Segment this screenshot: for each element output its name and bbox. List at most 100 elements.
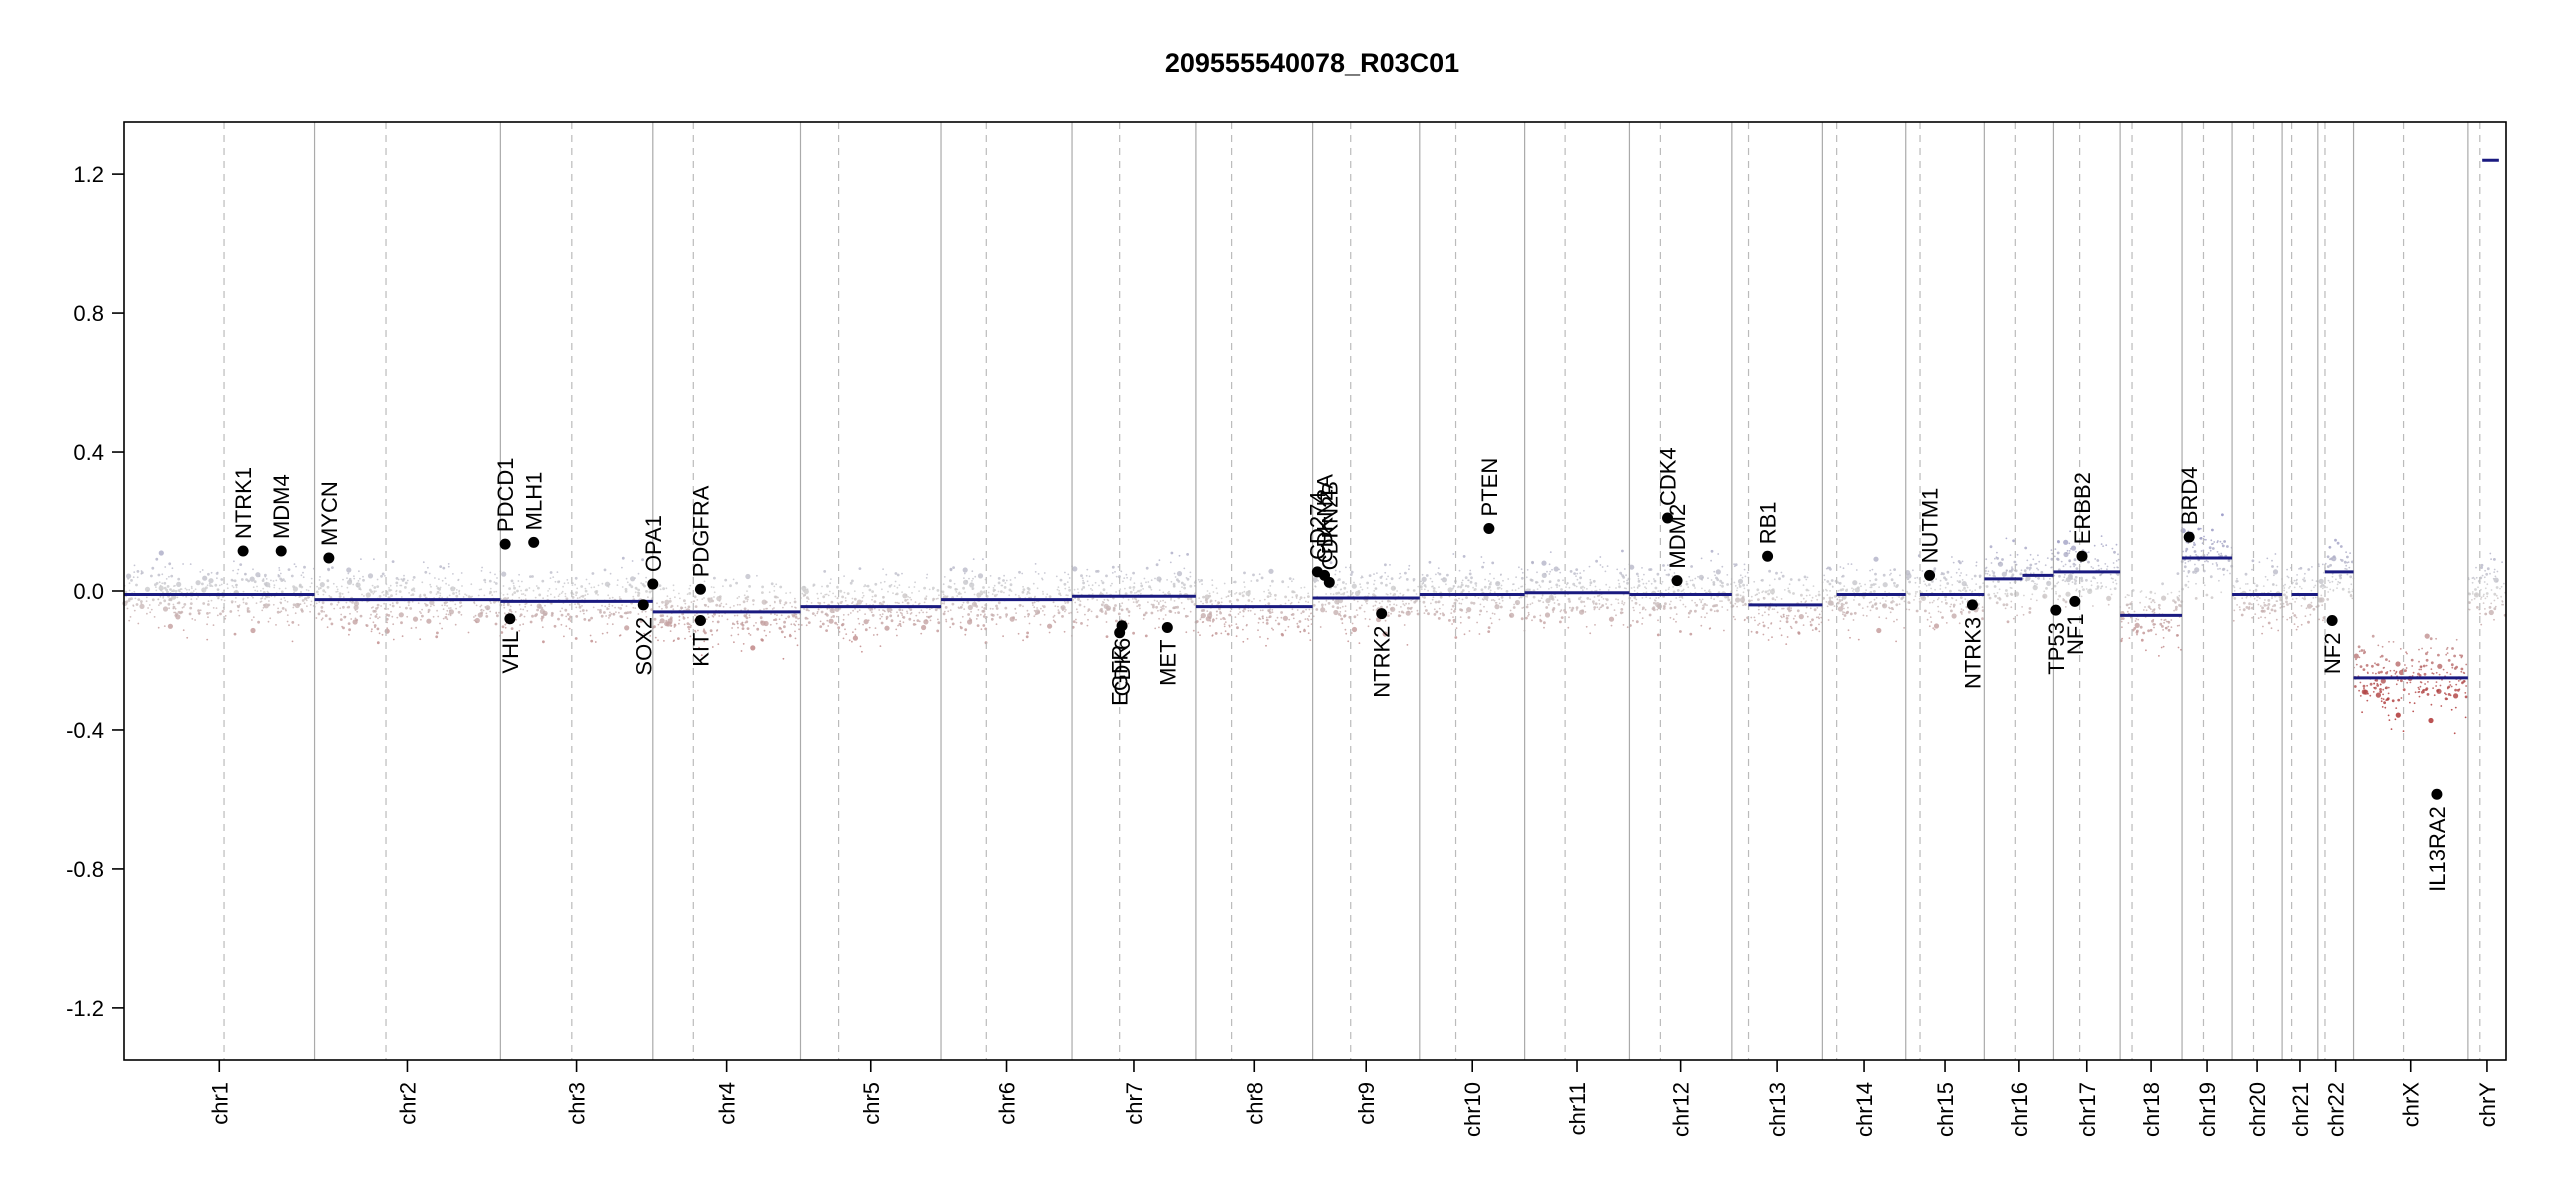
- probe-point: [166, 585, 170, 588]
- probe-point: [680, 607, 683, 610]
- probe-point: [2177, 634, 2179, 637]
- probe-point: [2128, 594, 2130, 597]
- probe-point: [1102, 601, 1105, 604]
- probe-point: [184, 587, 187, 590]
- probe-point: [417, 602, 420, 604]
- probe-point: [1408, 568, 1410, 571]
- probe-point: [1994, 575, 1997, 578]
- probe-point: [1893, 600, 1895, 603]
- probe-point: [1657, 596, 1660, 599]
- probe-point: [340, 585, 343, 588]
- probe-point: [580, 585, 584, 588]
- probe-point: [951, 602, 955, 606]
- probe-point: [376, 641, 380, 645]
- probe-point: [1644, 608, 1647, 611]
- probe-point: [1081, 577, 1084, 579]
- probe-point: [326, 579, 330, 583]
- probe-point: [2247, 607, 2251, 610]
- probe-point: [1215, 617, 1218, 620]
- probe-point: [574, 576, 578, 580]
- probe-point: [2020, 569, 2023, 572]
- probe-point: [1305, 600, 1307, 603]
- probe-point: [682, 616, 685, 618]
- probe-point: [1633, 590, 1636, 592]
- probe-point: [1413, 589, 1415, 592]
- probe-point: [1850, 563, 1853, 565]
- probe-point: [1950, 576, 1953, 578]
- probe-point: [2071, 581, 2074, 583]
- probe-point: [2031, 579, 2034, 582]
- probe-point: [427, 611, 430, 613]
- probe-point: [125, 600, 129, 604]
- probe-point: [513, 591, 517, 594]
- probe-point: [906, 601, 910, 605]
- probe-point: [554, 580, 557, 583]
- probe-point: [1054, 605, 1057, 607]
- probe-point: [1090, 610, 1093, 613]
- probe-point: [521, 593, 523, 595]
- probe-point: [162, 595, 165, 598]
- probe-point: [522, 593, 525, 595]
- probe-point: [1927, 595, 1929, 598]
- probe-point: [601, 632, 604, 635]
- probe-point: [841, 624, 844, 627]
- probe-point: [1202, 602, 1204, 605]
- probe-point: [1314, 585, 1317, 588]
- probe-point: [1589, 598, 1592, 601]
- probe-point: [330, 602, 333, 606]
- probe-point: [941, 602, 944, 605]
- probe-point: [1356, 614, 1359, 616]
- probe-point: [2271, 559, 2273, 562]
- probe-point: [2073, 578, 2076, 581]
- probe-point: [770, 613, 772, 615]
- probe-point: [2115, 560, 2118, 562]
- probe-point: [2267, 621, 2271, 625]
- probe-point: [302, 571, 304, 574]
- probe-point: [1995, 601, 1999, 605]
- probe-point: [1579, 572, 1582, 574]
- probe-point: [1136, 605, 1139, 608]
- probe-point: [2032, 558, 2035, 561]
- probe-point: [1046, 593, 1049, 596]
- probe-point: [371, 584, 374, 587]
- probe-point: [569, 620, 572, 622]
- probe-point: [2023, 569, 2027, 573]
- probe-point: [367, 573, 374, 579]
- probe-point: [1147, 581, 1150, 583]
- probe-point: [2390, 728, 2393, 730]
- probe-point: [1475, 585, 1478, 587]
- probe-point: [2307, 568, 2311, 571]
- probe-point: [1636, 587, 1639, 589]
- probe-point: [1111, 565, 1115, 569]
- probe-point: [1619, 611, 1623, 615]
- probe-point: [1806, 576, 1809, 579]
- probe-point: [133, 564, 136, 567]
- probe-point: [839, 607, 842, 610]
- probe-point: [403, 574, 405, 577]
- probe-point: [174, 584, 176, 587]
- probe-point: [1431, 598, 1434, 601]
- probe-point: [1607, 589, 1610, 591]
- probe-point: [879, 645, 882, 647]
- probe-point: [1115, 575, 1118, 578]
- probe-point: [1412, 578, 1416, 581]
- probe-point: [2276, 600, 2279, 602]
- probe-point: [194, 619, 197, 621]
- probe-point: [1176, 571, 1183, 577]
- probe-point: [2299, 585, 2301, 588]
- probe-point: [1337, 579, 1339, 582]
- probe-point: [1374, 604, 1377, 607]
- probe-point: [1125, 607, 1129, 611]
- probe-point: [760, 620, 766, 626]
- probe-point: [1544, 573, 1547, 575]
- probe-point: [1496, 582, 1498, 584]
- probe-point: [1960, 572, 1962, 574]
- probe-point: [687, 616, 689, 619]
- probe-point: [555, 588, 558, 590]
- probe-point: [169, 588, 173, 591]
- probe-point: [1125, 573, 1128, 576]
- probe-point: [1789, 625, 1792, 628]
- probe-point: [1558, 568, 1560, 571]
- probe-point: [1491, 612, 1494, 615]
- probe-point: [1842, 613, 1844, 616]
